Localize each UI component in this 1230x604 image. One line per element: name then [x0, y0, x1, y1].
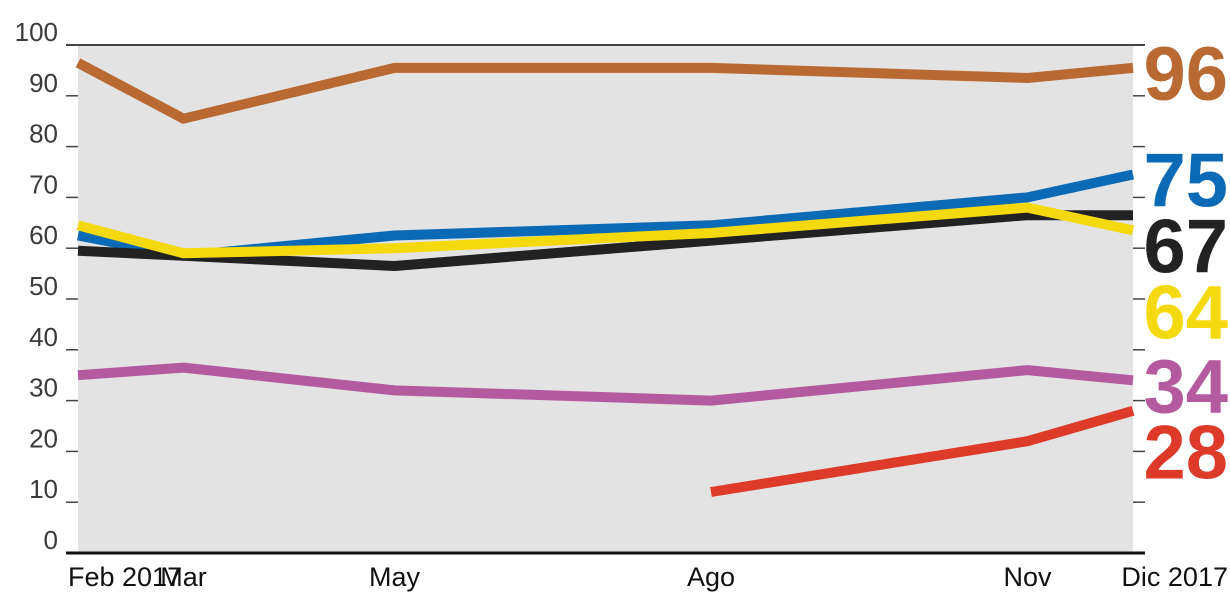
y-tick-label: 0: [44, 525, 58, 555]
series-lines: [75, 58, 1135, 497]
y-tick-label: 30: [29, 373, 58, 403]
y-tick-label: 60: [29, 220, 58, 250]
y-tick-label: 100: [15, 17, 58, 47]
y-tick-label: 80: [29, 119, 58, 149]
y-tick-label: 20: [29, 423, 58, 453]
end-value-label: 96: [1143, 32, 1228, 117]
series-line-28: [710, 405, 1135, 497]
x-tick-label: May: [369, 562, 421, 592]
series-line-96: [75, 58, 1134, 124]
end-value-label: 64: [1143, 271, 1228, 356]
y-axis-ticks: 0 10 20 30 40 50 60 70 80 90 100: [15, 17, 58, 555]
series-line-64: [76, 202, 1135, 259]
plot-background: [78, 45, 1133, 553]
end-value-label: 34: [1143, 344, 1228, 429]
y-tick-label: 40: [29, 322, 58, 352]
end-value-label: 75: [1143, 139, 1228, 224]
end-value-label: 28: [1143, 410, 1228, 495]
y-tick-label: 10: [29, 474, 58, 504]
x-tick-label: Dic 2017: [1121, 562, 1228, 592]
x-tick-label: Mar: [160, 562, 207, 592]
y-tick-label: 70: [29, 169, 58, 199]
y-tick-label: 90: [29, 68, 58, 98]
series-line-34: [77, 362, 1134, 406]
y-tick-label: 50: [29, 271, 58, 301]
x-tick-label: Ago: [687, 562, 735, 592]
grid-lines: [66, 44, 1145, 503]
x-tick-label: Nov: [1003, 562, 1052, 592]
end-value-label: 67: [1143, 205, 1228, 290]
x-tick-label: Feb 2017: [68, 562, 182, 592]
